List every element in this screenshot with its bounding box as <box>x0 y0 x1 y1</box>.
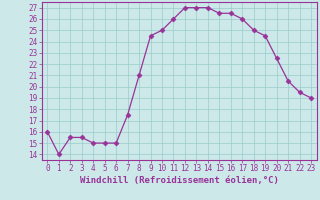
X-axis label: Windchill (Refroidissement éolien,°C): Windchill (Refroidissement éolien,°C) <box>80 176 279 185</box>
